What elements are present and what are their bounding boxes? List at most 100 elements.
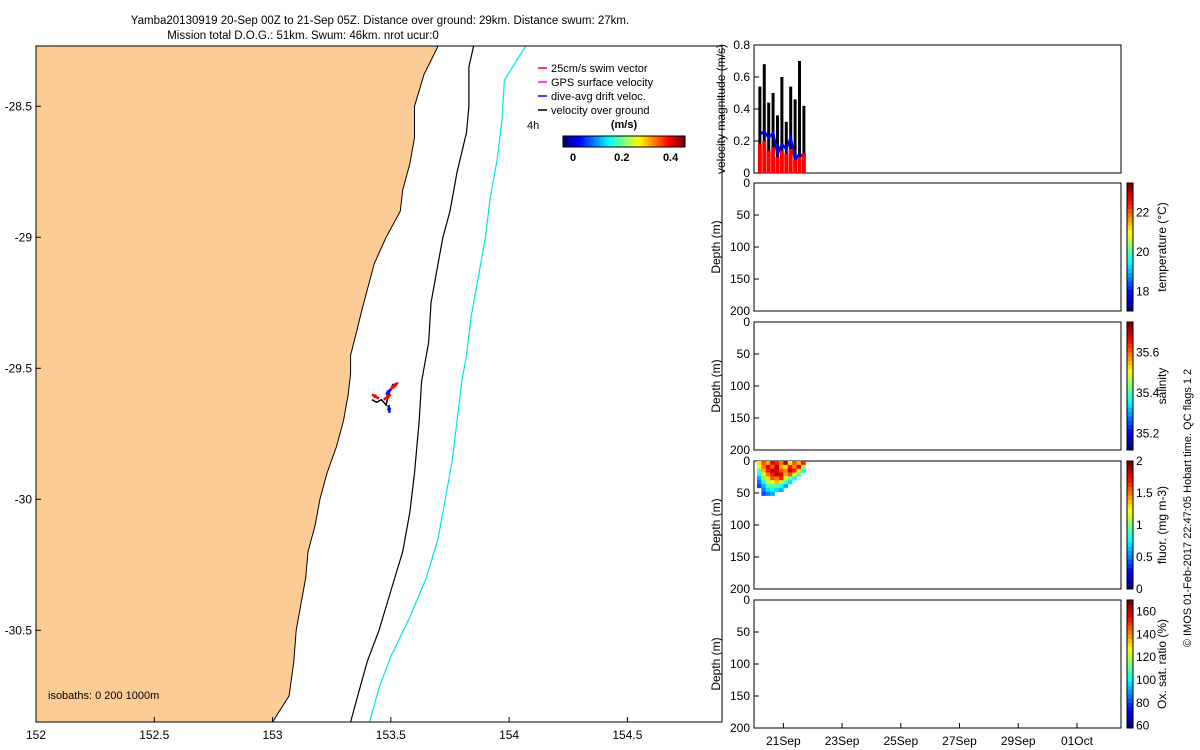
fluor-cell <box>770 491 775 496</box>
salinity-ytick-label: 150 <box>730 411 750 425</box>
map-colorbar-segment <box>614 136 619 147</box>
fluor-cell <box>761 461 767 466</box>
fluorescence-colorbar-tick-label: 0.5 <box>1136 550 1153 564</box>
velocity-bar <box>793 160 798 173</box>
oxygen-colorbar-frame <box>1126 599 1134 729</box>
salinity-colorbar-segment <box>1127 330 1133 336</box>
salinity-colorbar-segment <box>1127 322 1133 327</box>
fluor-cell <box>770 487 775 493</box>
salinity-frame <box>753 321 1122 451</box>
fluor-cell <box>765 464 771 469</box>
temperature-colorbar-segment <box>1127 268 1133 274</box>
temperature-colorbar-label: temperature (°C) <box>1155 202 1169 292</box>
salinity-colorbar-segment <box>1127 364 1133 370</box>
salinity-colorbar-segment <box>1127 445 1133 451</box>
fluor-cell <box>787 468 793 473</box>
velocity-bar <box>784 153 789 173</box>
temperature-colorbar-segment <box>1127 187 1133 193</box>
fluor-cell <box>774 476 780 481</box>
temperature-colorbar-segment <box>1127 289 1133 295</box>
oxygen-colorbar-tick-label: 60 <box>1136 719 1150 733</box>
velocity-bar <box>797 157 802 173</box>
map-colorbar-segment <box>578 136 582 147</box>
map-colorbar-segment <box>596 136 601 147</box>
fluor-cell <box>765 476 771 481</box>
salinity-colorbar-segment <box>1127 368 1133 374</box>
fluor-cell <box>778 480 784 485</box>
salinity-colorbar-segment <box>1127 428 1133 434</box>
fluorescence-colorbar-tick-label: 0 <box>1136 582 1143 596</box>
salinity-colorbar-tick-label: 35.6 <box>1136 345 1160 359</box>
map-ytick-label: -29.5 <box>5 361 33 375</box>
fluorescence-colorbar-segment <box>1127 537 1133 543</box>
fluorescence-colorbar-segment <box>1127 571 1133 577</box>
fluorescence-colorbar-segment <box>1127 465 1133 471</box>
land-area <box>36 46 439 722</box>
fluor-cell <box>761 487 767 493</box>
fluorescence-colorbar-segment <box>1127 567 1133 573</box>
temperature-colorbar-segment <box>1127 298 1133 303</box>
fluor-cell <box>796 461 802 466</box>
fluor-cell <box>770 461 775 466</box>
fluor-cell <box>765 472 771 477</box>
map-frame <box>35 45 723 723</box>
fluor-cell <box>800 464 806 469</box>
salinity-colorbar-tick-label: 35.4 <box>1136 386 1160 400</box>
fluor-cell <box>765 468 771 473</box>
velocity-frame <box>753 44 1122 174</box>
temperature-ylabel: Depth (m) <box>709 220 723 273</box>
fluorescence-colorbar-segment <box>1127 478 1133 483</box>
map-colorbar-segment <box>566 136 570 147</box>
fluorescence-colorbar-segment <box>1127 576 1133 581</box>
salinity-colorbar-segment <box>1127 441 1133 447</box>
temperature-ytick-label: 0 <box>743 176 750 190</box>
swim-vector-head <box>393 382 398 388</box>
salinity-colorbar-segment <box>1127 398 1133 404</box>
isobath-note: isobaths: 0 200 1000m <box>48 690 159 702</box>
map-colorbar-tick-label: 0.2 <box>614 152 629 164</box>
map-colorbar-segment <box>572 136 576 147</box>
map-xtick-label: 153 <box>263 728 283 742</box>
salinity-colorbar-tick-label: 35.2 <box>1136 427 1160 441</box>
velocity-ytick-label: 0 <box>743 166 750 180</box>
time-marker-label: 4h <box>527 120 539 132</box>
salinity-colorbar-segment <box>1127 360 1133 366</box>
salinity-colorbar-segment <box>1127 377 1133 383</box>
fluor-cell <box>756 472 762 477</box>
legend-entry: 25cm/s swim vector <box>551 63 648 75</box>
temperature-colorbar-segment <box>1127 191 1133 197</box>
map-colorbar-segment <box>651 136 655 147</box>
fluor-cell <box>770 476 775 481</box>
fluor-cell <box>761 476 767 481</box>
map-colorbar-segment <box>605 136 610 147</box>
temperature-colorbar-segment <box>1127 302 1133 308</box>
fluorescence-colorbar-segment <box>1127 499 1133 505</box>
fluorescence-colorbar-segment <box>1127 542 1133 547</box>
fluor-cell <box>800 461 806 466</box>
velocity-bar <box>771 147 776 173</box>
swim-vector-head <box>385 394 391 400</box>
isobath-200m <box>350 45 475 723</box>
velocity-bar <box>780 77 784 173</box>
salinity-colorbar-segment <box>1127 394 1133 400</box>
temperature-colorbar-segment <box>1127 195 1133 201</box>
oxygen-colorbar-segment <box>1127 685 1133 691</box>
map-colorbar-segment <box>639 136 643 147</box>
fluorescence-frame <box>753 460 1122 590</box>
temperature-colorbar-frame <box>1126 182 1134 312</box>
fluor-cell <box>770 464 775 469</box>
drift-vector-head <box>386 389 391 395</box>
temperature-colorbar-segment <box>1127 242 1133 248</box>
fluor-cell <box>761 491 767 496</box>
oxygen-colorbar-segment <box>1127 676 1133 682</box>
fluorescence-colorbar-segment <box>1127 546 1133 552</box>
temperature-colorbar-tick-label: 18 <box>1136 284 1150 298</box>
oxygen-xtick-label: 25Sep <box>883 734 918 748</box>
velocity-series-drift-line <box>759 129 805 164</box>
fluor-cell <box>774 484 780 489</box>
salinity-colorbar-segment <box>1127 424 1133 430</box>
temperature-colorbar-segment <box>1127 247 1133 252</box>
map-colorbar-segment <box>633 136 637 147</box>
oxygen-ytick-label: 100 <box>730 657 750 671</box>
